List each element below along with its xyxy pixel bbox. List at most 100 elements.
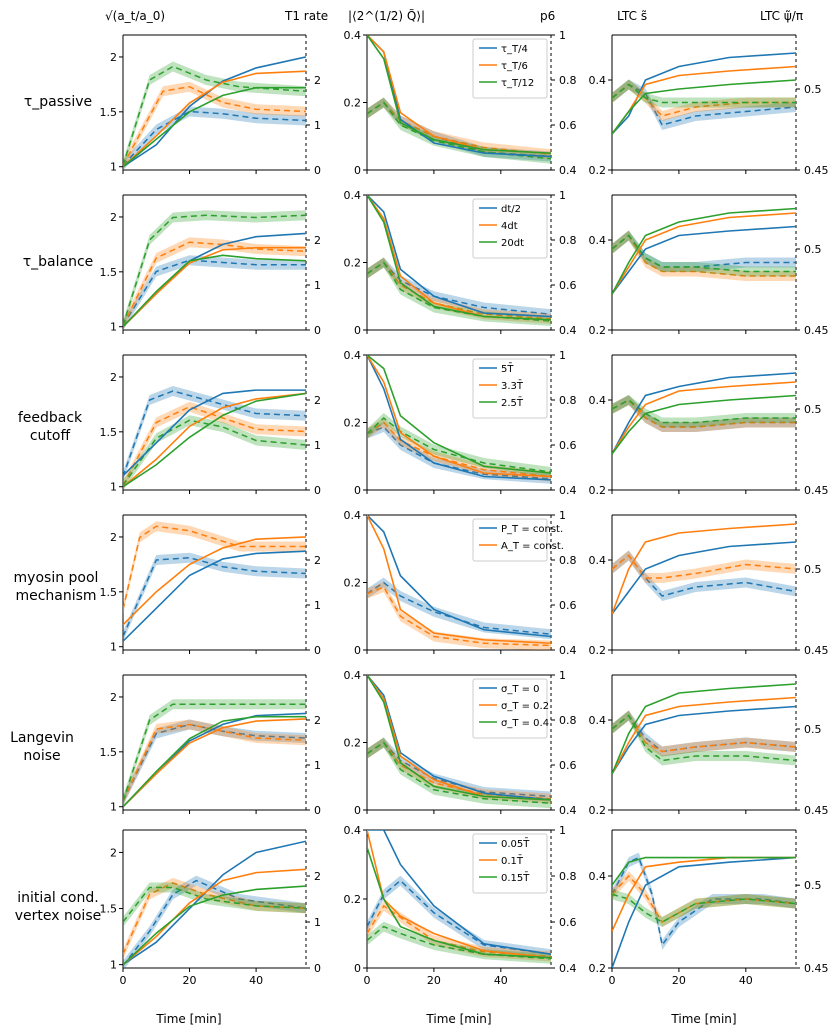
band-series-0 — [612, 230, 796, 272]
series-group — [367, 355, 551, 484]
y-tick-label: 0.2 — [344, 893, 362, 906]
y-tick-label: 0.4 — [344, 509, 362, 522]
panel-r4-c0: 1 1.5 2 0 1 2 — [100, 674, 321, 817]
legend-box — [472, 833, 548, 894]
x-tick-label: 20 — [183, 974, 197, 987]
col1-left-header: √(a_t/a_0) — [105, 9, 165, 23]
y-tick-label: 0 — [354, 962, 361, 975]
solid-line-series-0 — [612, 225, 796, 295]
solid-line-series-1 — [612, 523, 796, 615]
y-tick-label: 0.2 — [589, 644, 607, 657]
y-tick-label: 0 — [354, 324, 361, 337]
solid-line-series-0 — [367, 195, 551, 318]
series-group — [367, 675, 551, 809]
solid-line-series-2 — [123, 392, 306, 488]
solid-line-series-1 — [123, 868, 306, 966]
dashed-line-series-1 — [123, 525, 306, 610]
legend-label: τ_T/6 — [501, 61, 528, 72]
y2-tick-label: 0.45 — [804, 962, 829, 975]
xlabel-col1: Time [min] — [155, 1012, 221, 1026]
row-label-2-line2: cutoff — [30, 428, 71, 444]
solid-line-series-2 — [612, 683, 796, 775]
panel-r1-c0: 1 1.5 2 0 1 2 — [100, 194, 321, 337]
band-series-1 — [123, 877, 306, 960]
y-tick-label: 0 — [354, 164, 361, 177]
legend-label: σ_T = 0.4 — [501, 718, 549, 729]
y2-tick-label: 0 — [314, 644, 321, 657]
x-tick-label: 40 — [739, 974, 753, 987]
y-tick-label: 1 — [110, 959, 117, 972]
y2-tick-label: 0 — [314, 804, 321, 817]
y2-tick-label: 1 — [559, 349, 566, 362]
y-tick-label: 1.5 — [100, 586, 118, 599]
solid-line-series-1 — [123, 718, 306, 808]
solid-line-series-2 — [123, 254, 306, 328]
legend-label: σ_T = 0.2 — [501, 701, 549, 712]
xlabel-col3: Time [min] — [670, 1012, 736, 1026]
col3-right-header: LTC ψ̃/π — [760, 9, 803, 23]
dashed-line-series-2 — [123, 703, 306, 802]
solid-line-series-1 — [612, 696, 796, 775]
y-tick-label: 0.4 — [344, 29, 362, 42]
solid-line-series-0 — [367, 515, 551, 638]
solid-line-series-1 — [367, 515, 551, 645]
col2-right-header: p6 — [540, 9, 555, 23]
dashed-line-series-2 — [123, 886, 306, 923]
y-tick-label: 0.4 — [589, 74, 607, 87]
legend-box — [472, 198, 548, 259]
solid-line-series-0 — [367, 830, 551, 955]
dashed-line-series-2 — [612, 83, 796, 104]
band-series-0 — [123, 552, 306, 642]
y-tick-label: 0.2 — [589, 484, 607, 497]
row-label-5-line2: vertex noise — [15, 908, 101, 924]
dashed-line-series-1 — [123, 882, 306, 955]
band-series-1 — [612, 710, 796, 757]
y-tick-label: 0.2 — [589, 804, 607, 817]
y2-tick-label: 1 — [314, 439, 321, 452]
solid-line-series-1 — [123, 536, 306, 626]
dashed-line-series-0 — [367, 261, 551, 315]
dashed-line-series-0 — [123, 390, 306, 477]
y2-tick-label: 0.45 — [804, 484, 829, 497]
x-tick-label: 20 — [427, 974, 441, 987]
y2-tick-label: 2 — [314, 870, 321, 883]
y-tick-label: 1 — [110, 161, 117, 174]
panel-r3-c1: 0 0.2 0.4 0.4 0.6 0.8 1 P_T = const. A_T = const… — [344, 509, 577, 657]
y-tick-label: 0.4 — [589, 394, 607, 407]
y2-tick-label: 0.6 — [559, 439, 577, 452]
y2-tick-label: 0.5 — [804, 723, 822, 736]
band-series-2 — [612, 230, 796, 277]
solid-line-series-0 — [612, 541, 796, 615]
solid-line-series-1 — [612, 856, 796, 932]
y2-tick-label: 0.5 — [804, 563, 822, 576]
solid-line-series-2 — [612, 394, 796, 455]
col2-left-header: |⟨2^(1/2) Q̃⟩| — [348, 9, 425, 23]
panel-r2-c2: 0.2 0.4 0.45 0.5 — [589, 354, 829, 497]
y2-tick-label: 0.45 — [804, 804, 829, 817]
panel-r0-c0: 1 1.5 2 0 1 2 — [100, 34, 321, 177]
y-tick-label: 0.2 — [344, 257, 362, 270]
y2-tick-label: 0.4 — [559, 484, 577, 497]
solid-line-series-2 — [612, 856, 796, 886]
y2-tick-label: 0 — [314, 962, 321, 975]
solid-line-series-1 — [123, 246, 306, 328]
solid-line-series-2 — [123, 86, 306, 168]
band-series-2 — [123, 61, 306, 170]
legend-label: P_T = const. — [501, 524, 563, 535]
band-series-2 — [612, 79, 796, 108]
series-group — [367, 515, 551, 650]
series-group — [123, 699, 306, 808]
solid-line-series-2 — [367, 675, 551, 801]
series-group — [612, 52, 796, 135]
series-group — [123, 210, 306, 330]
y-tick-label: 0 — [354, 484, 361, 497]
y2-tick-label: 0.45 — [804, 644, 829, 657]
band-series-0 — [612, 852, 796, 950]
dashed-line-series-1 — [367, 586, 551, 647]
legend-label: dt/2 — [501, 204, 521, 215]
y2-tick-label: 1 — [314, 759, 321, 772]
y2-tick-label: 2 — [314, 714, 321, 727]
plot-grid: 11.5201200.20.40.40.60.81τ_T/4τ_T/6τ_T/1… — [100, 29, 829, 987]
y-tick-label: 1.5 — [100, 106, 118, 119]
series-group — [123, 386, 306, 490]
